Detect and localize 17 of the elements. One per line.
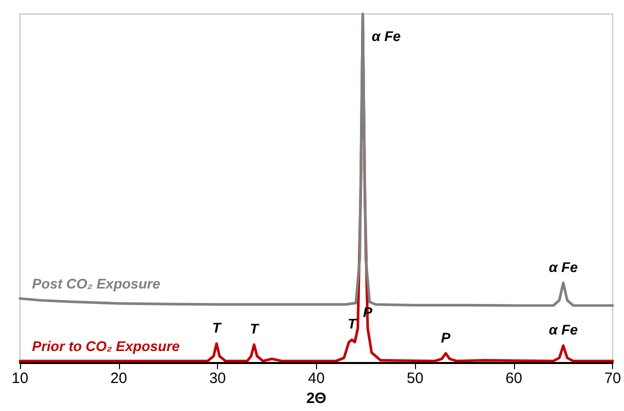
x-tick-label: 30	[209, 370, 226, 388]
annotation: T	[348, 316, 358, 332]
annotation: P	[441, 329, 452, 346]
x-tick-label: 10	[12, 370, 28, 388]
x-tick-label: 70	[604, 370, 621, 388]
x-tick-label: 40	[308, 370, 325, 388]
x-tick-label: 20	[110, 370, 128, 388]
annotation: α Fe	[548, 258, 578, 275]
x-tick-label: 50	[406, 370, 424, 388]
annotation: T	[250, 320, 260, 337]
x-tick-label: 60	[506, 370, 522, 388]
annotation: α Fe	[372, 28, 401, 44]
x-axis-title: 2Θ	[306, 390, 327, 407]
annotation: α Fe	[548, 322, 578, 338]
annotation: T	[212, 320, 222, 336]
series-label: Prior to CO₂ Exposure	[32, 338, 180, 354]
series-label: Post CO₂ Exposure	[32, 276, 160, 292]
